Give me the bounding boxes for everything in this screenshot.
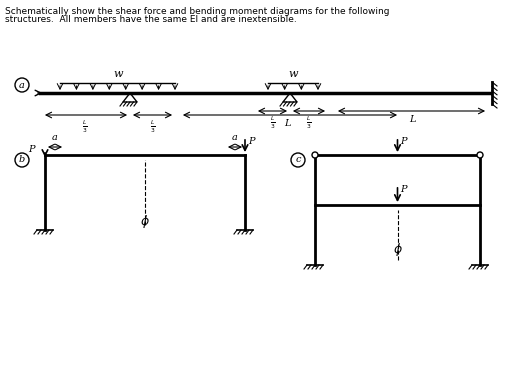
- Text: c: c: [295, 156, 301, 165]
- Text: structures.  All members have the same EI and are inextensible.: structures. All members have the same EI…: [5, 15, 297, 24]
- Text: $\frac{L}{3}$: $\frac{L}{3}$: [82, 119, 88, 135]
- Text: w: w: [288, 69, 298, 79]
- Circle shape: [312, 152, 318, 158]
- Text: w: w: [113, 69, 123, 79]
- Text: P: P: [401, 136, 407, 146]
- Circle shape: [477, 152, 483, 158]
- Text: L: L: [409, 115, 416, 124]
- Text: Schematically show the shear force and bending moment diagrams for the following: Schematically show the shear force and b…: [5, 7, 389, 16]
- Text: P: P: [29, 146, 35, 154]
- Text: P: P: [401, 186, 407, 195]
- Text: P: P: [248, 136, 254, 146]
- Text: $\frac{L}{3}$: $\frac{L}{3}$: [306, 115, 312, 131]
- Text: b: b: [19, 156, 25, 165]
- Text: a: a: [232, 133, 238, 142]
- Text: L: L: [284, 119, 291, 128]
- Text: a: a: [52, 133, 58, 142]
- Text: a: a: [19, 81, 25, 90]
- Text: $\frac{L}{3}$: $\frac{L}{3}$: [270, 115, 276, 131]
- Text: $\phi$: $\phi$: [392, 242, 403, 258]
- Text: $\frac{L}{3}$: $\frac{L}{3}$: [150, 119, 155, 135]
- Text: $\phi$: $\phi$: [140, 213, 150, 231]
